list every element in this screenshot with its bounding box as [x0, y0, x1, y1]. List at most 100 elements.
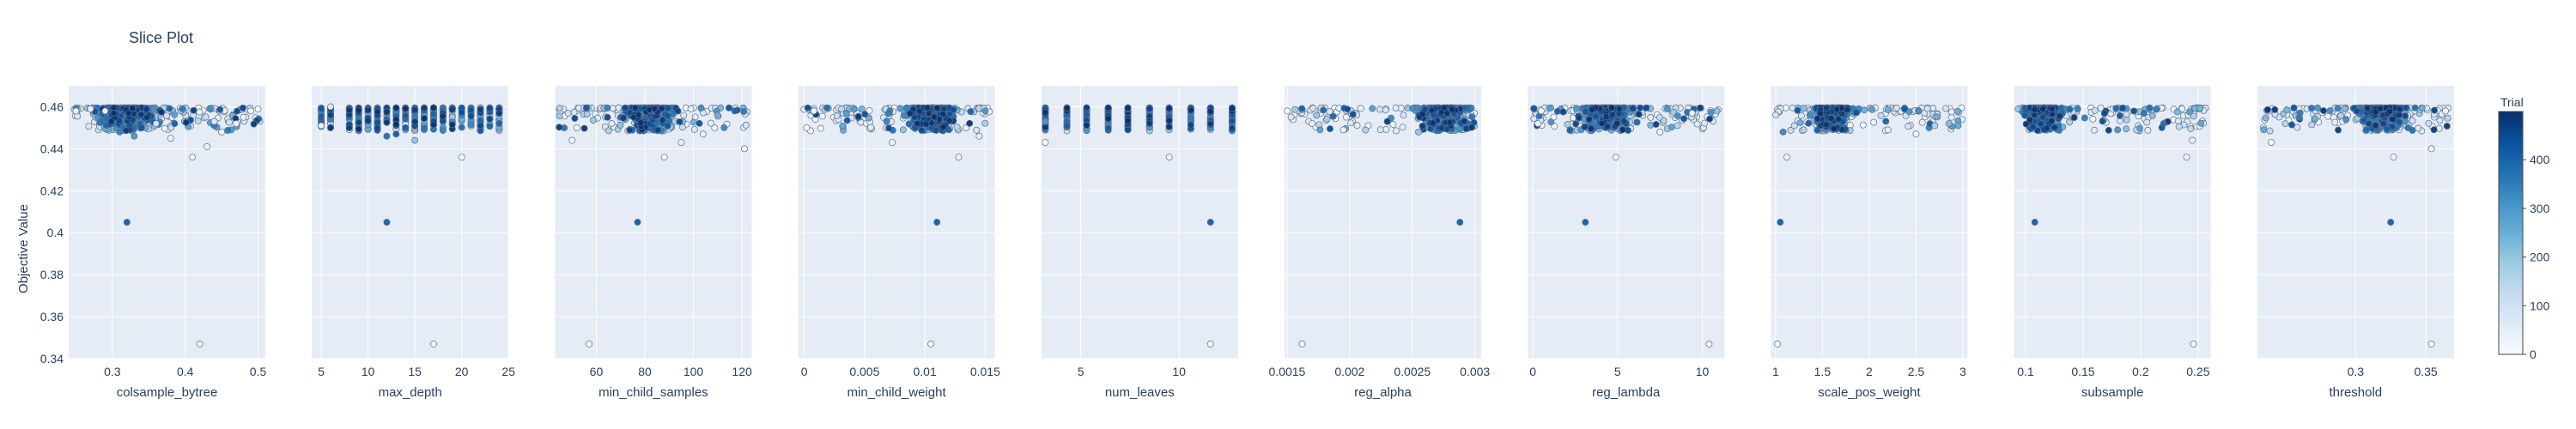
data-point [411, 136, 419, 144]
data-point [2183, 154, 2190, 161]
data-point [421, 105, 428, 112]
data-point [1697, 104, 1704, 112]
data-point [833, 112, 841, 119]
data-point [583, 111, 591, 118]
data-point [1298, 105, 1306, 112]
data-point [1633, 118, 1641, 126]
data-point [1680, 115, 1688, 123]
data-point [1063, 122, 1071, 130]
data-point [803, 124, 811, 131]
y-tick-label: 0.36 [40, 310, 64, 323]
data-point [842, 110, 850, 118]
data-point [1619, 126, 1626, 134]
data-point [1437, 124, 1445, 131]
x-axis-title: min_child_samples [598, 385, 708, 400]
y-axis-title: Objective Value [16, 204, 31, 293]
x-tick-label: 0.0015 [1269, 365, 1306, 378]
data-point [448, 106, 456, 113]
data-point [1165, 105, 1173, 112]
data-point [355, 106, 362, 114]
data-point [1853, 109, 1861, 117]
x-tick-label: 1.5 [1814, 365, 1832, 378]
data-point [2186, 108, 2193, 116]
data-point [690, 118, 697, 126]
data-point [1291, 106, 1299, 113]
data-point [1774, 340, 1781, 347]
data-point [430, 104, 437, 112]
data-point [234, 107, 240, 115]
data-point [2118, 105, 2126, 112]
data-point [906, 110, 914, 118]
data-point [2160, 120, 2167, 127]
data-point [1575, 114, 1583, 122]
data-point [101, 107, 109, 115]
data-point [1817, 110, 1824, 118]
data-point [467, 121, 475, 129]
data-point [1620, 118, 1628, 125]
data-point [1283, 107, 1291, 115]
data-point [1613, 120, 1621, 127]
data-point [899, 126, 907, 134]
data-point [2153, 106, 2160, 113]
data-point [2187, 125, 2195, 132]
x-tick-label: 0.015 [970, 365, 1000, 378]
data-point [2190, 340, 2197, 347]
data-point [2031, 106, 2038, 113]
data-point [1083, 104, 1091, 112]
data-point [226, 118, 233, 126]
data-point [1329, 112, 1337, 120]
data-point [458, 154, 465, 161]
data-point [1589, 106, 1595, 113]
data-point [1538, 107, 1545, 115]
data-point [1320, 106, 1327, 114]
data-point [2112, 105, 2120, 112]
data-point [973, 126, 981, 134]
data-point [1104, 115, 1112, 123]
data-point [2331, 118, 2339, 126]
data-point [2050, 124, 2058, 131]
data-point [486, 115, 494, 123]
data-point [1349, 111, 1357, 118]
data-point [1344, 106, 1352, 113]
data-point [1771, 112, 1779, 119]
data-point [1564, 120, 1571, 128]
data-point [2066, 118, 2074, 126]
data-point [850, 106, 858, 113]
data-point [2099, 118, 2106, 125]
data-point [1309, 105, 1317, 112]
data-point [1830, 125, 1838, 132]
data-point [2034, 127, 2041, 134]
x-axis-title: threshold [2329, 385, 2382, 400]
data-point [556, 112, 563, 120]
data-point [955, 154, 963, 161]
data-point [1592, 112, 1600, 120]
data-point [318, 112, 325, 120]
data-point [573, 124, 580, 131]
data-point [1915, 106, 1923, 114]
data-point [239, 104, 246, 112]
x-tick-label: 0.003 [1460, 365, 1490, 378]
data-point [171, 120, 179, 128]
data-point [1805, 119, 1813, 127]
data-point [2197, 119, 2205, 127]
data-point [2021, 112, 2029, 119]
data-point [1868, 106, 1876, 113]
data-point [1104, 124, 1112, 132]
x-axis-title: scale_pos_weight [1818, 385, 1921, 400]
data-point [1587, 125, 1595, 132]
data-point [171, 111, 179, 118]
x-tick-label: 0.5 [250, 365, 267, 378]
data-point [224, 126, 232, 134]
x-tick-label: 0.15 [2071, 365, 2094, 378]
data-point [2196, 104, 2203, 112]
data-point [914, 120, 921, 127]
data-point [1206, 107, 1214, 115]
data-point [1376, 106, 1384, 113]
data-point [402, 124, 410, 131]
data-point [439, 127, 447, 134]
data-point [411, 118, 419, 125]
data-point [1870, 118, 1878, 126]
x-tick-label: 0.0025 [1394, 365, 1431, 378]
